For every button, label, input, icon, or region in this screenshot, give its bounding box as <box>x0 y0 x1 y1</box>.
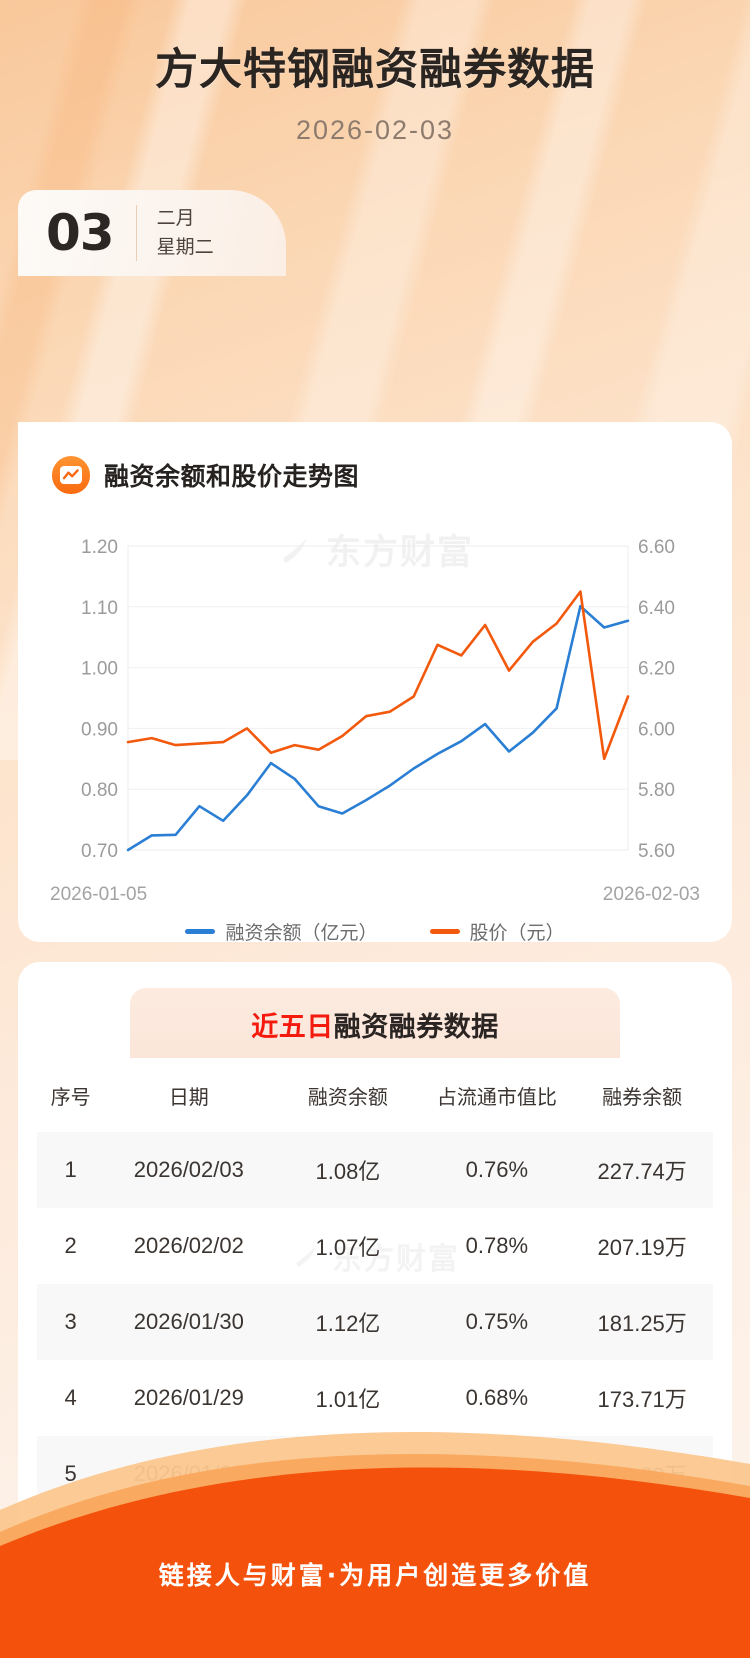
y-axis-right-tick: 6.20 <box>638 659 675 680</box>
trend-line-chart: 1.20 6.60 1.10 6.40 1.00 6.20 0.90 6.00 0.80 5.80… <box>81 537 675 862</box>
chart-legend: 融资余额（亿元） 股价（元） <box>44 918 706 945</box>
cell-rz: 1.12亿 <box>315 1311 381 1337</box>
table-banner: 近五日融资融券数据 <box>130 988 620 1061</box>
cell-rq: 173.71万 <box>597 1387 687 1413</box>
table-row: 4 2026/01/29 1.01亿 0.68% 173.71万 <box>37 1360 713 1437</box>
cell-index: 5 <box>64 1461 77 1487</box>
date-chip: 03 二月 星期二 <box>18 190 286 276</box>
table-banner-highlight: 近五日 <box>251 1011 334 1043</box>
legend-item-price: 股价（元） <box>429 918 565 945</box>
column-header-date: 日期 <box>104 1059 274 1133</box>
legend-swatch-blue <box>185 929 216 935</box>
y-axis-left-tick: 0.90 <box>81 720 118 741</box>
cell-index: 3 <box>64 1309 77 1335</box>
x-axis-start-label: 2026-01-05 <box>50 884 148 906</box>
y-axis-right-tick: 6.00 <box>638 720 675 741</box>
y-axis-left-tick: 1.20 <box>81 537 118 558</box>
column-header-rq: 融券余额 <box>571 1059 713 1133</box>
y-axis-left-tick: 1.00 <box>81 659 118 680</box>
footer: 链接人与财富·为用户创造更多价值 <box>0 1406 750 1658</box>
date-chip-day: 03 <box>46 204 115 262</box>
x-axis-end-label: 2026-02-03 <box>602 884 700 906</box>
plot-border <box>127 545 629 851</box>
table-row: 1 2026/02/03 1.08亿 0.76% 227.74万 <box>37 1132 713 1209</box>
date-chip-divider <box>135 205 137 261</box>
cell-index: 1 <box>64 1157 77 1183</box>
cell-pct: 0.75% <box>465 1309 529 1335</box>
cell-date: 2026/01/29 <box>133 1385 244 1411</box>
legend-label-price: 股价（元） <box>469 923 565 945</box>
cell-rq: 181.25万 <box>597 1311 687 1337</box>
legend-label-rongzi: 融资余额（亿元） <box>225 923 378 945</box>
y-axis-right-tick: 5.80 <box>638 781 675 802</box>
table-row: 2 2026/02/02 1.07亿 0.78% 207.19万 <box>37 1208 713 1285</box>
y-axis-right-tick: 6.60 <box>638 537 675 558</box>
page-title: 方大特钢融资融券数据 <box>155 45 595 95</box>
column-header-pct: 占流通市值比 <box>422 1059 572 1133</box>
column-header-rz: 融资余额 <box>273 1059 423 1133</box>
series-line-price <box>126 590 630 761</box>
footer-slogan: 链接人与财富·为用户创造更多价值 <box>158 1561 592 1590</box>
cell-index: 4 <box>64 1385 77 1411</box>
cell-rz: 1.01亿 <box>315 1387 381 1413</box>
cell-date: 2026/02/02 <box>133 1233 244 1259</box>
chart-card-header: 融资余额和股价走势图 <box>38 456 712 495</box>
y-axis-left-tick: 0.80 <box>81 781 118 802</box>
cell-rz: 1.07亿 <box>315 1235 381 1261</box>
y-axis-right-tick: 5.60 <box>638 841 675 862</box>
chart-area: 东方财富 1.20 6.60 1.10 6.40 1.00 6.20 0.90 6.00 0.8… <box>38 520 712 944</box>
footer-curve-decoration <box>0 1431 750 1658</box>
legend-swatch-orange <box>429 929 460 935</box>
y-axis-right-tick: 6.40 <box>638 598 675 619</box>
trend-chart-icon <box>52 456 90 495</box>
cell-date: 2026/02/03 <box>133 1157 244 1183</box>
series-line-rongzi <box>126 605 630 852</box>
legend-item-rongzi: 融资余额（亿元） <box>185 918 378 945</box>
table-banner-title: 近五日融资融券数据 <box>251 1005 499 1044</box>
column-header-index: 序号 <box>37 1059 105 1133</box>
table-banner-rest: 融资融券数据 <box>333 1011 499 1043</box>
y-axis-left-tick: 0.70 <box>81 841 118 862</box>
table-row: 3 2026/01/30 1.12亿 0.75% 181.25万 <box>37 1284 713 1361</box>
cell-rq: 207.19万 <box>597 1235 687 1261</box>
cell-pct: 0.68% <box>465 1385 529 1411</box>
cell-date: 2026/01/30 <box>133 1309 244 1335</box>
y-axis-left-tick: 1.10 <box>81 598 118 619</box>
date-chip-weekday: 星期二 <box>156 237 214 258</box>
cell-rq: 227.74万 <box>597 1159 687 1185</box>
cell-pct: 0.76% <box>465 1157 529 1183</box>
cell-pct: 0.78% <box>465 1233 529 1259</box>
chart-card-title: 融资余额和股价走势图 <box>104 462 360 492</box>
table-header-row: 序号 日期 融资余额 占流通市值比 融券余额 <box>37 1059 713 1133</box>
header: 方大特钢融资融券数据 2026-02-03 <box>0 0 750 146</box>
header-date: 2026-02-03 <box>295 115 455 146</box>
cell-index: 2 <box>64 1233 77 1259</box>
chart-card: 融资余额和股价走势图 东方财富 1.20 6.60 1.10 6.40 1.00 6.20… <box>18 422 732 944</box>
cell-rz: 1.08亿 <box>315 1159 381 1185</box>
date-chip-month: 二月 <box>156 207 195 229</box>
date-chip-text: 二月 星期二 <box>137 204 214 263</box>
table-head: 序号 日期 融资余额 占流通市值比 融券余额 <box>37 1059 713 1133</box>
